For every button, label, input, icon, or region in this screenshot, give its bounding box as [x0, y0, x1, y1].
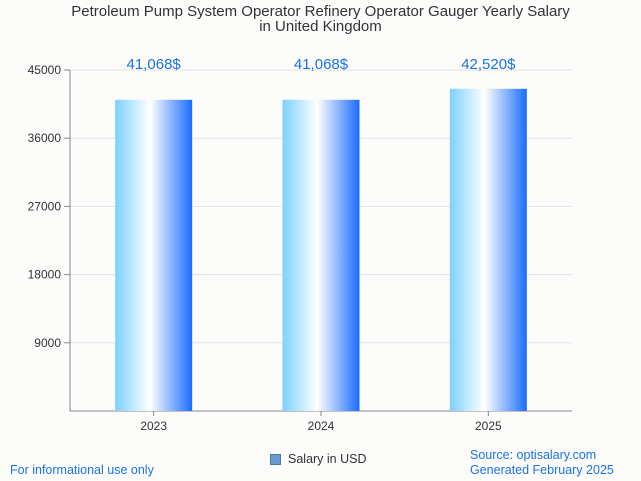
- chart-title-line-2: in United Kingdom: [259, 18, 382, 35]
- x-tick-label: 2024: [308, 419, 335, 433]
- chart-legend: Salary in USD: [270, 452, 367, 466]
- y-tick-label: 9000: [34, 336, 61, 350]
- y-tick-label: 27000: [28, 199, 62, 213]
- y-tick-label: 18000: [28, 268, 62, 282]
- bar-2025: [449, 88, 527, 411]
- legend-label: Salary in USD: [288, 452, 367, 466]
- x-tick-label: 2025: [475, 419, 502, 433]
- x-tick-label: 2023: [140, 419, 167, 433]
- chart-title-line-1: Petroleum Pump System Operator Refinery …: [71, 3, 570, 20]
- value-label-2025: 42,520$: [461, 56, 516, 73]
- y-tick-label: 45000: [28, 63, 62, 77]
- bar-2023: [115, 99, 193, 411]
- bar-2024: [282, 99, 360, 411]
- y-tick-label: 36000: [28, 131, 62, 145]
- source-text: Source: optisalary.com: [470, 448, 597, 462]
- value-label-2024: 41,068$: [294, 56, 349, 73]
- generated-date-text: Generated February 2025: [470, 463, 614, 477]
- legend-swatch: [270, 453, 281, 465]
- value-label-2023: 41,068$: [127, 56, 182, 73]
- disclaimer-text: For informational use only: [10, 463, 154, 477]
